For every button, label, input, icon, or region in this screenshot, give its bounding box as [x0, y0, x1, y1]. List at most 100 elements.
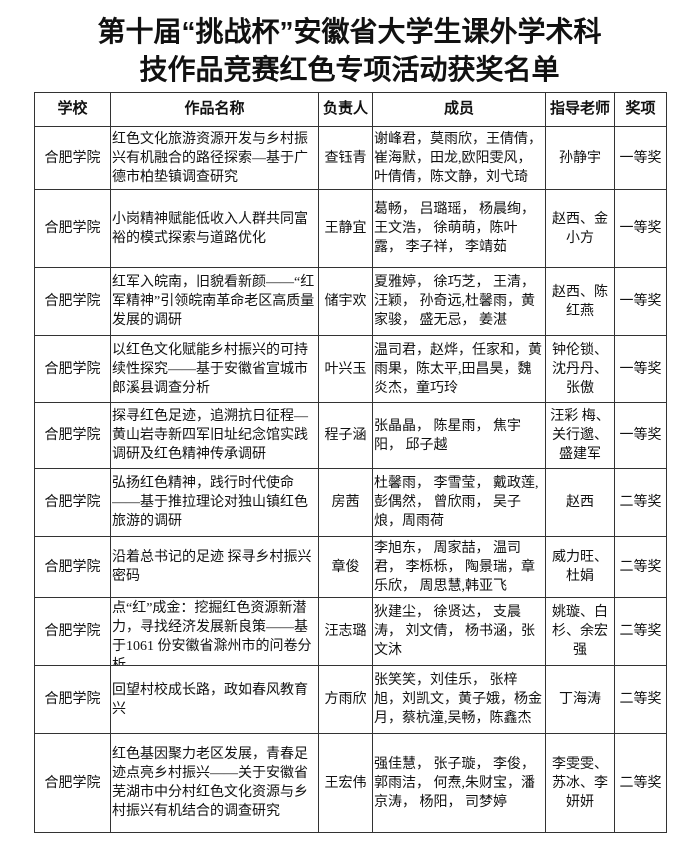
members-text: 葛畅， 吕璐瑶， 杨晨绚， 王文浩， 徐萌萌，陈叶露， 李子祥， 李靖茹	[374, 202, 535, 255]
cell-school: 合肥学院	[34, 665, 111, 734]
school-text: 合肥学院	[44, 495, 101, 510]
cell-advisor: 丁海涛	[545, 665, 615, 734]
award-table: 学校 作品名称 负责人 成员 指导老师 奖项 合肥学院 红色文化旅游资源开发与乡村…	[34, 92, 667, 833]
work-text: 红军入皖南，旧貌看新颜——“红军精神”引领皖南革命老区高质量发展的调研	[112, 275, 315, 328]
cell-members: 葛畅， 吕璐瑶， 杨晨绚， 王文浩， 徐萌萌，陈叶露， 李子祥， 李靖茹	[372, 189, 546, 268]
members-text: 张笑笑，刘佳乐， 张梓旭，刘凯文，黄子娥，杨金月，蔡杭潼,吴畅，陈鑫杰	[374, 673, 542, 726]
page-title-line2: 技作品竞赛红色专项活动获奖名单	[139, 54, 560, 85]
cell-award: 一等奖	[614, 335, 667, 403]
table-row: 合肥学院 回望村校成长路，政如春风教育兴 方雨欣 张笑笑，刘佳乐， 张梓旭，刘凯文，黄…	[34, 665, 667, 734]
cell-members: 谢峰君，莫雨欣，王倩倩，崔海默，田龙,欧阳雯风，叶倩倩，陈文静，刘弋琦	[372, 126, 546, 190]
cell-school: 合肥学院	[34, 468, 111, 537]
school-text: 合肥学院	[44, 624, 101, 639]
leader-text: 查钰青	[324, 150, 367, 166]
cell-work: 红军入皖南，旧貌看新颜——“红军精神”引领皖南革命老区高质量发展的调研	[110, 267, 319, 336]
cell-leader: 王宏伟	[318, 733, 373, 833]
members-text: 杜馨雨， 李雪莹， 戴政莲,彭偶然， 曾欣雨， 吴子烺，周雨荷	[374, 476, 539, 529]
work-text: 弘扬红色精神，践行时代使命——基于推拉理论对独山镇红色旅游的调研	[112, 476, 308, 529]
leader-text: 房茜	[331, 495, 360, 510]
cell-leader: 汪志璐	[318, 597, 373, 666]
cell-leader: 储宇欢	[318, 267, 373, 336]
header-award: 奖项	[614, 92, 667, 127]
cell-leader: 程子涵	[318, 402, 373, 469]
leader-text: 叶兴玉	[324, 361, 367, 377]
cell-school: 合肥学院	[34, 126, 111, 190]
advisor-text: 赵西	[566, 495, 594, 510]
table-row: 合肥学院 红色文化旅游资源开发与乡村振兴有机融合的路径探索—基于广德市柏垫镇调查研…	[34, 126, 667, 190]
leader-text: 汪志璐	[324, 624, 367, 639]
cell-award: 二等奖	[614, 597, 667, 666]
work-text: 以红色文化赋能乡村振兴的可持续性探究——基于安徽省宣城市郎溪县调查分析	[112, 342, 308, 396]
advisor-text: 李雯雯、苏冰、李妍妍	[552, 756, 608, 810]
cell-work: 沿着总书记的足迹 探寻乡村振兴密码	[110, 536, 319, 598]
advisor-text: 赵西、金小方	[552, 211, 608, 246]
leader-text: 王宏伟	[324, 775, 367, 791]
cell-advisor: 钟伦锁、沈丹丹、张傲	[545, 335, 615, 403]
award-text: 二等奖	[619, 692, 662, 707]
cell-award: 一等奖	[614, 189, 667, 268]
school-text: 合肥学院	[44, 775, 101, 791]
table-row: 合肥学院 红军入皖南，旧貌看新颜——“红军精神”引领皖南革命老区高质量发展的调研储…	[34, 267, 667, 336]
members-text: 狄建尘， 徐贤达， 支晨涛， 刘文倩， 杨书涵，张文沐	[374, 605, 535, 658]
leader-text: 章俊	[331, 559, 360, 575]
page-title-line1: 第十届“挑战杯”安徽省大学生课外学术科	[97, 16, 602, 47]
cell-award: 二等奖	[614, 733, 667, 833]
advisor-text: 汪彩 梅、关行邈、盛建军	[550, 409, 610, 462]
work-text: 小岗精神赋能低收入人群共同富裕的模式探索与道路优化	[112, 211, 308, 246]
cell-work: 红色基因聚力老区发展，青春足迹点亮乡村振兴——关于安徽省芜湖市中分村红色文化资源…	[110, 733, 319, 833]
advisor-text: 孙静宇	[559, 150, 601, 166]
cell-work: 点“红”成金：挖掘红色资源新潜力，寻找经济发展新良策——基于1061 份安徽省滁…	[110, 597, 319, 666]
table-row: 合肥学院 探寻红色足迹，追溯抗日征程—黄山岩寺新四军旧址纪念馆实践调研及红色精神传…	[34, 402, 667, 469]
members-text: 李旭东， 周家喆， 温司君， 李栎栎， 陶景瑞，章乐欣， 周思慧,韩亚飞	[374, 540, 535, 594]
work-text: 红色文化旅游资源开发与乡村振兴有机融合的路径探索—基于广德市柏垫镇调查研究	[112, 131, 308, 185]
cell-award: 二等奖	[614, 665, 667, 734]
work-text: 沿着总书记的足迹 探寻乡村振兴密码	[112, 550, 312, 584]
cell-advisor: 孙静宇	[545, 126, 615, 190]
leader-text: 王静宜	[324, 221, 367, 236]
award-text: 一等奖	[619, 221, 662, 236]
award-text: 一等奖	[619, 294, 662, 309]
cell-school: 合肥学院	[34, 267, 111, 336]
cell-advisor: 赵西、金小方	[545, 189, 615, 268]
cell-members: 温司君，赵烨，任家和，黄雨果，陈太平,田昌昊，魏炎杰，童巧玲	[372, 335, 546, 403]
cell-leader: 方雨欣	[318, 665, 373, 734]
header-work: 作品名称	[110, 92, 319, 127]
cell-advisor: 赵西	[545, 468, 615, 537]
award-text: 二等奖	[619, 559, 662, 575]
cell-leader: 叶兴玉	[318, 335, 373, 403]
leader-text: 储宇欢	[324, 294, 367, 309]
cell-advisor: 李雯雯、苏冰、李妍妍	[545, 733, 615, 833]
award-text: 二等奖	[619, 624, 662, 639]
school-text: 合肥学院	[44, 294, 101, 309]
cell-school: 合肥学院	[34, 733, 111, 833]
advisor-text: 威力旺、杜娟	[552, 550, 608, 584]
cell-members: 李旭东， 周家喆， 温司君， 李栎栎， 陶景瑞，章乐欣， 周思慧,韩亚飞	[372, 536, 546, 598]
advisor-text: 姚璇、白杉、余宏强	[552, 605, 608, 658]
cell-leader: 查钰青	[318, 126, 373, 190]
cell-school: 合肥学院	[34, 189, 111, 268]
work-text: 点“红”成金：挖掘红色资源新潜力，寻找经济发展新良策——基于1061 份安徽省滁…	[112, 600, 312, 665]
header-advisor: 指导老师	[545, 92, 615, 127]
header-school: 学校	[34, 92, 111, 127]
cell-school: 合肥学院	[34, 335, 111, 403]
award-text: 二等奖	[619, 775, 662, 791]
cell-members: 狄建尘， 徐贤达， 支晨涛， 刘文倩， 杨书涵，张文沐	[372, 597, 546, 666]
members-text: 强佳慧， 张子璇， 李俊，郭雨洁， 何焘,朱财宝，潘京涛， 杨阳， 司梦婷	[374, 756, 535, 810]
cell-award: 一等奖	[614, 402, 667, 469]
cell-work: 弘扬红色精神，践行时代使命——基于推拉理论对独山镇红色旅游的调研	[110, 468, 319, 537]
work-text: 回望村校成长路，政如春风教育兴	[112, 682, 308, 717]
table-header-row: 学校 作品名称 负责人 成员 指导老师 奖项	[34, 92, 667, 127]
cell-work: 以红色文化赋能乡村振兴的可持续性探究——基于安徽省宣城市郎溪县调查分析	[110, 335, 319, 403]
cell-work: 探寻红色足迹，追溯抗日征程—黄山岩寺新四军旧址纪念馆实践调研及红色精神传承调研	[110, 402, 319, 469]
members-text: 张晶晶， 陈星雨， 焦宇阳， 邱子越	[374, 418, 521, 453]
school-text: 合肥学院	[44, 221, 101, 236]
cell-advisor: 汪彩 梅、关行邈、盛建军	[545, 402, 615, 469]
table-row: 合肥学院 小岗精神赋能低收入人群共同富裕的模式探索与道路优化 王静宜 葛畅， 吕璐瑶，…	[34, 189, 667, 268]
award-text: 一等奖	[619, 150, 662, 166]
work-text: 探寻红色足迹，追溯抗日征程—黄山岩寺新四军旧址纪念馆实践调研及红色精神传承调研	[112, 409, 308, 462]
award-text: 一等奖	[619, 428, 662, 443]
members-text: 谢峰君，莫雨欣，王倩倩，崔海默，田龙,欧阳雯风，叶倩倩，陈文静，刘弋琦	[374, 131, 542, 185]
advisor-text: 钟伦锁、沈丹丹、张傲	[552, 342, 608, 396]
school-text: 合肥学院	[44, 428, 101, 443]
members-text: 夏雅婷， 徐巧芝， 王清，汪颖， 孙奇远,杜馨雨，黄家骏， 盛无忌， 姜湛	[374, 275, 535, 328]
